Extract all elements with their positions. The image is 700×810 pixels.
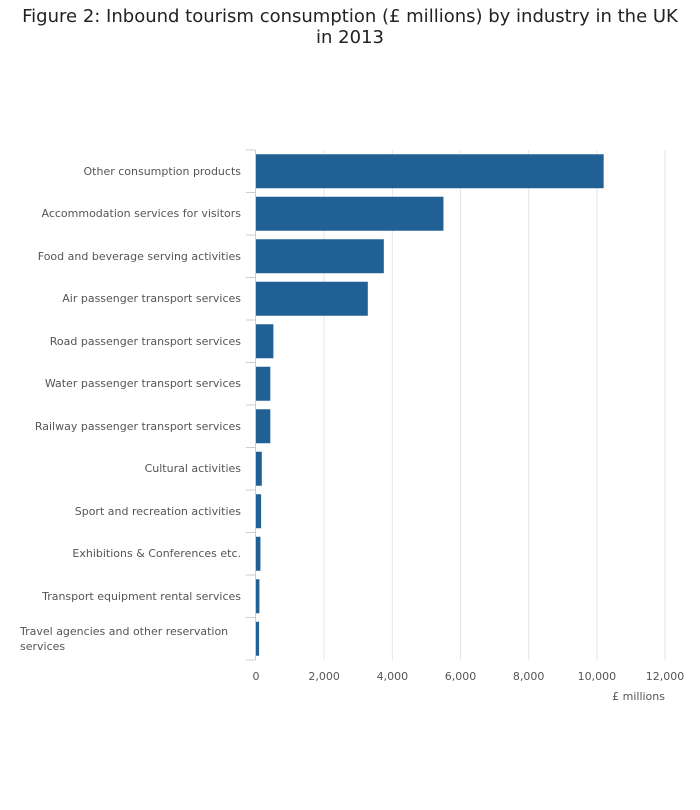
x-tick-label: 8,000 xyxy=(513,670,545,683)
bar xyxy=(256,281,368,316)
x-tick-label: 0 xyxy=(253,670,260,683)
bar xyxy=(256,366,271,401)
category-label: Other consumption products xyxy=(83,164,242,178)
category-label: Railway passenger transport services xyxy=(34,419,241,433)
bar xyxy=(256,196,444,231)
category-label: Water passenger transport services xyxy=(44,377,241,391)
gridlines xyxy=(323,150,666,660)
category-label: Transport equipment rental services xyxy=(42,589,241,603)
category-label: Exhibitions & Conferences etc. xyxy=(72,547,241,561)
category-label: Road passenger transport services xyxy=(49,334,241,348)
bar xyxy=(256,579,260,614)
bar xyxy=(256,154,604,189)
bar xyxy=(256,451,262,486)
bar xyxy=(256,536,261,571)
category-label: Sport and recreation activities xyxy=(74,504,241,518)
bar xyxy=(256,621,260,656)
x-tick-label: 2,000 xyxy=(308,670,340,683)
bar xyxy=(256,409,271,444)
x-tick-label: 12,000 xyxy=(646,670,685,683)
x-axis-label: £ millions xyxy=(612,690,665,703)
x-tick-label: 10,000 xyxy=(578,670,617,683)
category-label: Accommodation services for visitors xyxy=(41,207,241,221)
x-axis-tick-labels: 0 2,000 4,000 6,000 8,000 10,000 12,000 xyxy=(253,670,685,683)
bar xyxy=(256,494,262,529)
category-axis xyxy=(246,149,256,661)
chart-title: Figure 2: Inbound tourism consumption (£… xyxy=(22,6,678,48)
category-label: Air passenger transport services xyxy=(62,292,241,306)
bar xyxy=(256,324,274,359)
category-label: Cultural activities xyxy=(144,462,241,476)
bar xyxy=(256,239,384,274)
category-label: Travel agencies and other reservation se… xyxy=(20,624,229,653)
bars xyxy=(256,154,604,656)
category-label: Food and beverage serving activities xyxy=(37,249,241,263)
x-tick-label: 6,000 xyxy=(445,670,477,683)
x-tick-label: 4,000 xyxy=(377,670,409,683)
